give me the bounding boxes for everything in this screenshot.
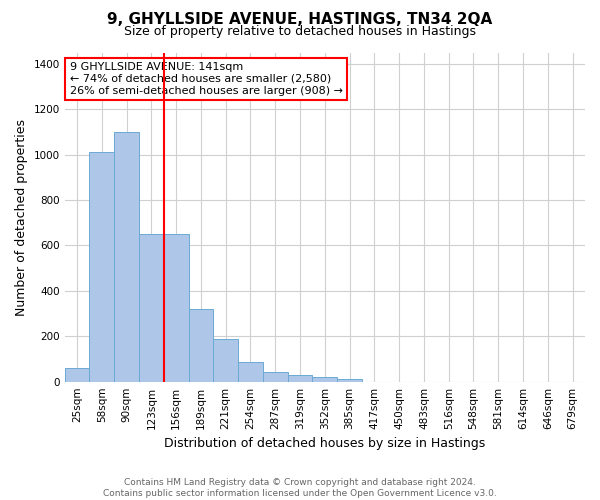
Bar: [214, 338, 238, 382]
Text: 9, GHYLLSIDE AVENUE, HASTINGS, TN34 2QA: 9, GHYLLSIDE AVENUE, HASTINGS, TN34 2QA: [107, 12, 493, 28]
Text: Contains HM Land Registry data © Crown copyright and database right 2024.
Contai: Contains HM Land Registry data © Crown c…: [103, 478, 497, 498]
Bar: [287, 376, 313, 382]
Text: Size of property relative to detached houses in Hastings: Size of property relative to detached ho…: [124, 25, 476, 38]
Bar: [188, 309, 214, 382]
X-axis label: Distribution of detached houses by size in Hastings: Distribution of detached houses by size …: [164, 437, 485, 450]
Bar: [238, 362, 263, 382]
Bar: [313, 376, 337, 382]
Bar: [139, 234, 164, 382]
Bar: [65, 368, 89, 382]
Y-axis label: Number of detached properties: Number of detached properties: [15, 118, 28, 316]
Bar: [263, 372, 287, 382]
Text: 9 GHYLLSIDE AVENUE: 141sqm
← 74% of detached houses are smaller (2,580)
26% of s: 9 GHYLLSIDE AVENUE: 141sqm ← 74% of deta…: [70, 62, 343, 96]
Bar: [114, 132, 139, 382]
Bar: [89, 152, 114, 382]
Bar: [337, 378, 362, 382]
Bar: [164, 234, 188, 382]
